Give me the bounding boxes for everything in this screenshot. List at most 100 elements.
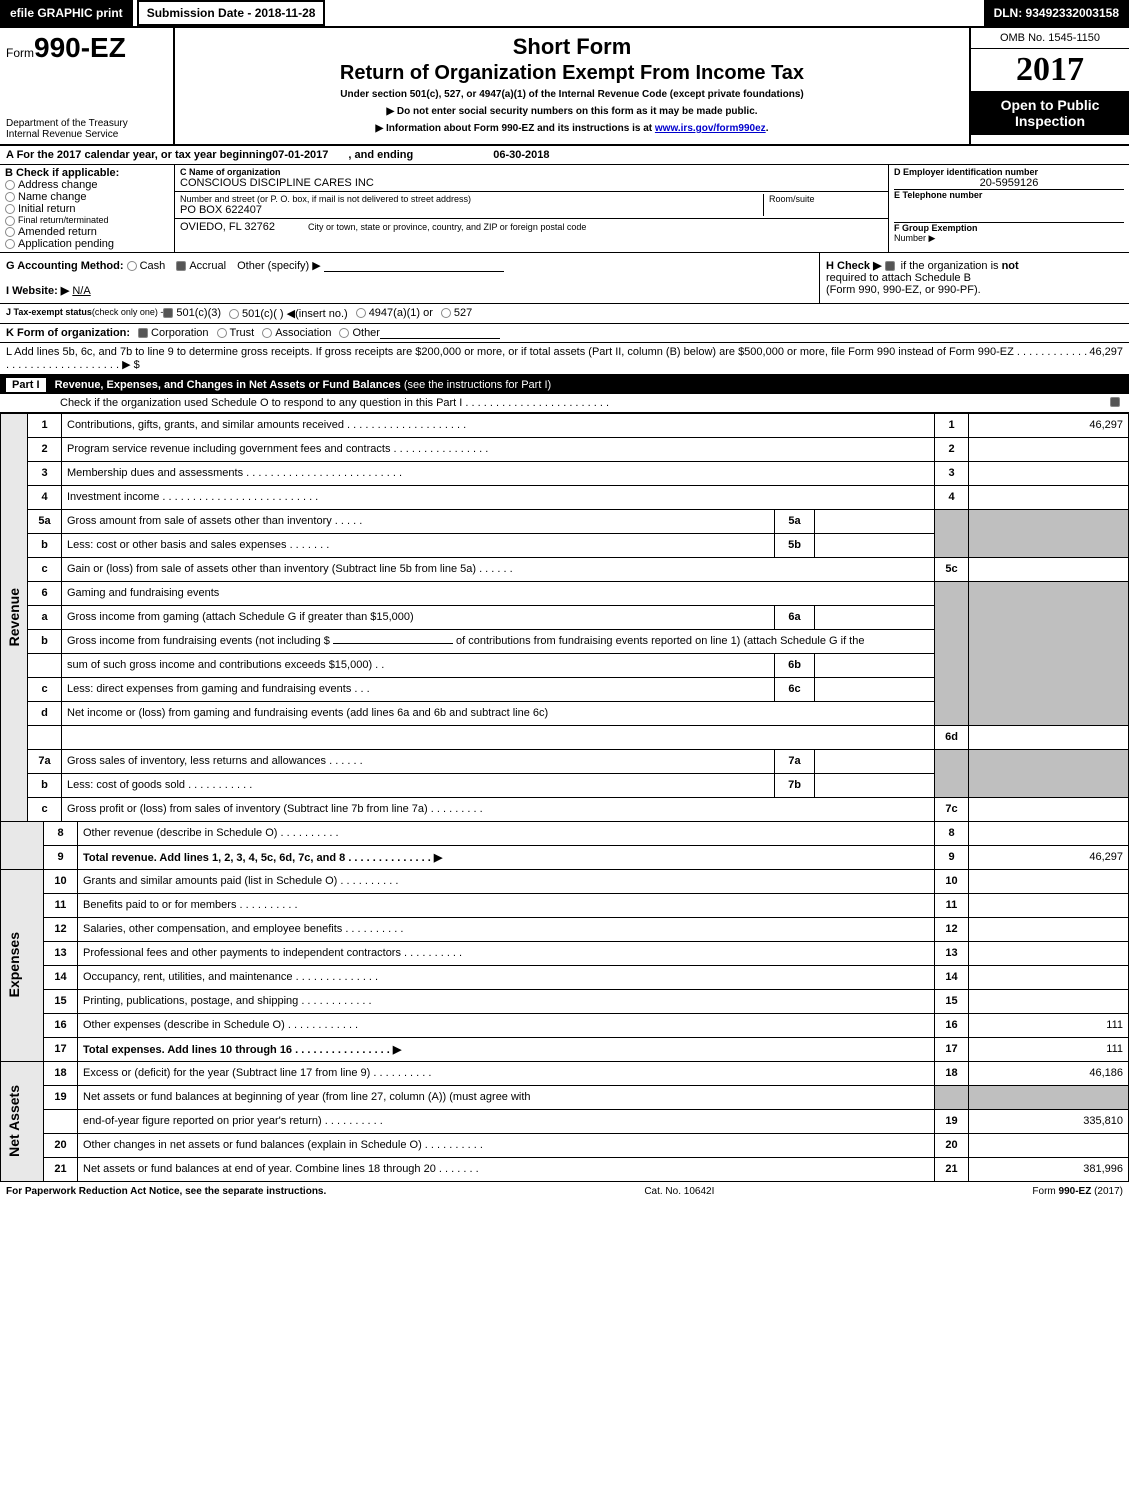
street-label: Number and street (or P. O. box, if mail… (180, 194, 763, 204)
city-block: OVIEDO, FL 32762 City or town, state or … (175, 219, 888, 235)
part-1-paren: (see the instructions for Part I) (401, 379, 551, 391)
header-left: Form990-EZ Department of the Treasury In… (0, 28, 175, 144)
ein-value: 20-5959126 (894, 177, 1124, 189)
line-2-amt (969, 437, 1129, 461)
netassets-label: Net Assets (6, 1085, 22, 1157)
cb-assoc[interactable]: Association (262, 327, 331, 339)
footer-mid: Cat. No. 10642I (644, 1186, 714, 1197)
omb-number: OMB No. 1545-1150 (971, 28, 1129, 49)
line-16: 16Other expenses (describe in Schedule O… (1, 1013, 1129, 1037)
line-9: 9Total revenue. Add lines 1, 2, 3, 4, 5c… (1, 845, 1129, 869)
line-13: 13Professional fees and other payments t… (1, 941, 1129, 965)
line-6b-input[interactable] (333, 643, 453, 644)
form-number-big: 990-EZ (34, 32, 126, 63)
g-other-input[interactable] (324, 271, 504, 272)
line-1-num: 1 (935, 413, 969, 437)
line-14: 14Occupancy, rent, utilities, and mainte… (1, 965, 1129, 989)
dept-line-2: Internal Revenue Service (6, 129, 167, 140)
cb-cash[interactable]: Cash (127, 260, 166, 272)
line-6: 6Gaming and fundraising events (1, 581, 1129, 605)
efile-print-button[interactable]: efile GRAPHIC print (0, 0, 133, 26)
room-label: Room/suite (769, 194, 883, 204)
cb-527[interactable]: 527 (441, 307, 472, 320)
notice-post: . (766, 123, 769, 134)
line-1: Revenue 1Contributions, gifts, grants, a… (1, 413, 1129, 437)
cb-accrual[interactable]: Accrual (176, 260, 226, 272)
cb-corp[interactable]: Corporation (138, 327, 208, 339)
line-17-amt: 111 (969, 1037, 1129, 1061)
line-7c-desc: Gross profit or (loss) from sales of inv… (62, 797, 935, 821)
tax-year: 2017 (971, 49, 1129, 91)
line-9-amt: 46,297 (969, 845, 1129, 869)
line-7a: 7aGross sales of inventory, less returns… (1, 749, 1129, 773)
line-2-desc: Program service revenue including govern… (62, 437, 935, 461)
box-b-label: B Check if applicable: (5, 167, 169, 179)
line-19b: end-of-year figure reported on prior yea… (1, 1109, 1129, 1133)
k-other-input[interactable] (380, 327, 500, 339)
line-8-desc: Other revenue (describe in Schedule O) .… (78, 821, 935, 845)
checkbox-initial-return[interactable]: Initial return (5, 203, 169, 215)
line-12: 12Salaries, other compensation, and empl… (1, 917, 1129, 941)
line-21-amt: 381,996 (969, 1157, 1129, 1181)
line-k-row: K Form of organization: Corporation Trus… (0, 324, 1129, 343)
h-text1: if the organization is (901, 260, 1002, 272)
dept-line-1: Department of the Treasury (6, 118, 167, 129)
cb-501c3[interactable]: 501(c)(3) (163, 307, 221, 320)
checkbox-schedule-b[interactable] (885, 261, 895, 271)
line-11-amt (969, 893, 1129, 917)
open-to-public-badge: Open to Public Inspection (971, 91, 1129, 135)
page-footer: For Paperwork Reduction Act Notice, see … (0, 1182, 1129, 1201)
lbl-other: Other (352, 327, 380, 339)
cb-label-0: Address change (18, 179, 98, 191)
checkbox-name-change[interactable]: Name change (5, 191, 169, 203)
open-line-1: Open to Public (975, 97, 1125, 113)
line-17: 17Total expenses. Add lines 10 through 1… (1, 1037, 1129, 1061)
box-c-label: C Name of organization (180, 167, 883, 177)
top-bar: efile GRAPHIC print Submission Date - 20… (0, 0, 1129, 28)
h-not: not (1002, 260, 1019, 272)
line-14-amt (969, 965, 1129, 989)
line-19a: 19Net assets or fund balances at beginni… (1, 1085, 1129, 1109)
line-k-label: K Form of organization: (6, 327, 130, 339)
header-right: OMB No. 1545-1150 2017 Open to Public In… (969, 28, 1129, 144)
line-6d-desc: Net income or (loss) from gaming and fun… (62, 701, 935, 725)
checkbox-application-pending[interactable]: Application pending (5, 238, 169, 250)
part-1-title: Revenue, Expenses, and Changes in Net As… (55, 379, 401, 391)
box-f-label: F Group Exemption (894, 223, 1124, 233)
cb-4947[interactable]: 4947(a)(1) or (356, 307, 433, 320)
line-6d-amtcell (969, 725, 1129, 749)
line-20-amt (969, 1133, 1129, 1157)
line-j-row: J Tax-exempt status (check only one) - 5… (0, 304, 1129, 324)
line-14-desc: Occupancy, rent, utilities, and maintena… (78, 965, 935, 989)
street-value: PO BOX 622407 (180, 204, 763, 216)
city-label: City or town, state or province, country… (308, 222, 586, 232)
checkbox-final-return[interactable]: Final return/terminated (5, 215, 169, 226)
part-1-tag: Part I (6, 378, 46, 392)
line-6b2-mid: 6b (775, 653, 815, 677)
line-20-desc: Other changes in net assets or fund bala… (78, 1133, 935, 1157)
footer-right-post: (2017) (1091, 1186, 1123, 1197)
line-6c-desc: Less: direct expenses from gaming and fu… (62, 677, 775, 701)
line-7a-mid: 7a (775, 749, 815, 773)
line-i-label: I Website: ▶ (6, 285, 69, 297)
org-name-block: C Name of organization CONSCIOUS DISCIPL… (175, 165, 888, 192)
line-19-num: 19 (935, 1109, 969, 1133)
cb-trust[interactable]: Trust (217, 327, 255, 339)
line-g-label: G Accounting Method: (6, 260, 124, 272)
line-18-desc: Excess or (deficit) for the year (Subtra… (78, 1061, 935, 1085)
section-bcd: B Check if applicable: Address change Na… (0, 165, 1129, 253)
revenue-label: Revenue (6, 588, 22, 646)
dln-label: DLN: 93492332003158 (984, 0, 1129, 26)
line-7c-amt (969, 797, 1129, 821)
line-7b-desc: Less: cost of goods sold . . . . . . . .… (62, 773, 775, 797)
checkbox-amended-return[interactable]: Amended return (5, 226, 169, 238)
line-21: 21Net assets or fund balances at end of … (1, 1157, 1129, 1181)
cb-501c[interactable]: 501(c)( ) ◀(insert no.) (229, 307, 348, 320)
info-link[interactable]: www.irs.gov/form990ez (655, 123, 766, 134)
line-a-row: A For the 2017 calendar year, or tax yea… (0, 146, 1129, 165)
cb-other[interactable]: Other (339, 327, 380, 339)
checkbox-schedule-o[interactable] (1110, 397, 1120, 407)
checkbox-address-change[interactable]: Address change (5, 179, 169, 191)
line-a-label: A For the 2017 calendar year, or tax yea… (6, 149, 272, 161)
line-6b-post: of contributions from fundraising events… (453, 635, 865, 647)
